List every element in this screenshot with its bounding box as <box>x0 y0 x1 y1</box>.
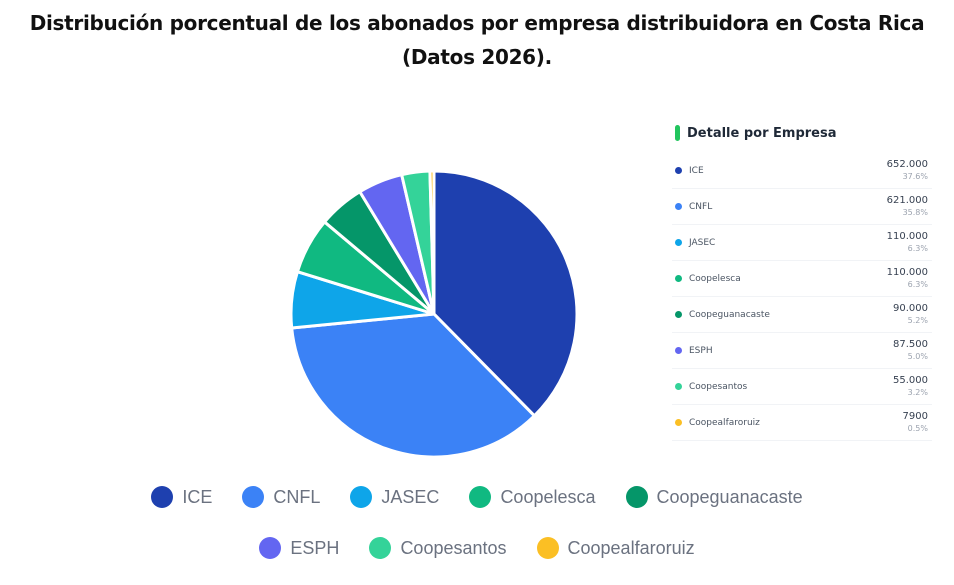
detail-row: CNFL 621.000 35.8% <box>672 189 932 225</box>
detail-row: Coopesantos 55.000 3.2% <box>672 369 932 405</box>
color-dot-icon <box>675 347 682 354</box>
detail-row-name: CNFL <box>689 201 713 212</box>
detail-row-left: Coopealfaroruiz <box>675 418 760 428</box>
detail-row-right: 90.000 5.2% <box>893 302 928 327</box>
detail-row-value: 621.000 <box>886 195 928 206</box>
detail-row-left: Coopeguanacaste <box>675 310 770 320</box>
detail-row-right: 110.000 6.3% <box>887 266 928 291</box>
detail-row: Coopeguanacaste 90.000 5.2% <box>672 297 932 333</box>
detail-row-value: 110.000 <box>886 231 928 242</box>
detail-row-name: ESPH <box>689 345 713 356</box>
legend-item[interactable]: JASEC <box>350 486 439 508</box>
legend-label: Coopealfaroruiz <box>567 537 695 558</box>
detail-row-name: Coopealfaroruiz <box>689 417 760 428</box>
detail-row-name: JASEC <box>689 237 716 248</box>
chart-title-line2: (Datos 2026). <box>402 45 552 69</box>
detail-row-value: 87.500 <box>893 339 928 350</box>
legend-label: JASEC <box>381 486 440 507</box>
detail-row-percentage: 37.6% <box>902 172 928 181</box>
legend-item[interactable]: Coopealfaroruiz <box>536 537 695 559</box>
detail-row-percentage: 5.0% <box>907 352 928 361</box>
color-dot-icon <box>675 239 682 246</box>
detail-row-value: 55.000 <box>893 375 928 386</box>
color-dot-icon <box>675 383 682 390</box>
detail-row-percentage: 3.2% <box>907 388 928 397</box>
detail-row: ESPH 87.500 5.0% <box>672 333 932 369</box>
detail-row: Coopealfaroruiz 7900 0.5% <box>672 405 932 441</box>
pie-chart-svg <box>289 169 579 459</box>
legend-label: ESPH <box>290 537 340 558</box>
legend-color-dot-icon <box>151 486 174 508</box>
detail-panel-header: Detalle por Empresa <box>675 122 934 144</box>
detail-row-left: Coopelesca <box>675 274 741 284</box>
chart-title: Distribución porcentual de los abonados … <box>0 6 954 74</box>
detail-row: Coopelesca 110.000 6.3% <box>672 261 932 297</box>
detail-row-value: 7900 <box>902 411 928 422</box>
legend-item[interactable]: Coopeguanacaste <box>625 486 803 508</box>
legend-color-dot-icon <box>625 486 648 508</box>
detail-panel-title: Detalle por Empresa <box>687 125 837 141</box>
legend-color-dot-icon <box>469 486 492 508</box>
detail-row-percentage: 0.5% <box>907 424 928 433</box>
detail-row-right: 621.000 35.8% <box>887 194 928 219</box>
legend-color-dot-icon <box>369 537 392 559</box>
legend-label: Coopelesca <box>500 486 596 507</box>
legend-item[interactable]: Coopelesca <box>469 486 596 508</box>
detail-row-name: Coopelesca <box>689 273 741 284</box>
detail-row-value: 90.000 <box>893 303 928 314</box>
color-dot-icon <box>675 275 682 282</box>
detail-row-left: Coopesantos <box>675 382 747 392</box>
detail-list: ICE 652.000 37.6% CNFL 621.000 35.8% JASEC 110.… <box>672 153 934 441</box>
legend-item[interactable]: CNFL <box>242 486 320 508</box>
color-dot-icon <box>675 167 682 174</box>
legend-label: Coopeguanacaste <box>656 486 803 507</box>
legend-row-2: ESPH Coopesantos Coopealfaroruiz <box>0 537 954 559</box>
detail-row-right: 110.000 6.3% <box>887 230 928 255</box>
legend-color-dot-icon <box>350 486 373 508</box>
detail-row-percentage: 6.3% <box>907 280 928 289</box>
legend-color-dot-icon <box>536 537 559 559</box>
legend-color-dot-icon <box>242 486 265 508</box>
detail-row-value: 110.000 <box>886 267 928 278</box>
pie-slice-ice[interactable] <box>432 169 579 418</box>
detail-panel: Detalle por Empresa ICE 652.000 37.6% CNFL 6… <box>672 122 934 441</box>
legend-item[interactable]: ICE <box>151 486 212 508</box>
detail-row-left: ESPH <box>675 346 713 356</box>
detail-row-percentage: 35.8% <box>902 208 928 217</box>
legend-color-dot-icon <box>259 537 282 559</box>
detail-row-value: 652.000 <box>886 159 928 170</box>
detail-row-right: 87.500 5.0% <box>893 338 928 363</box>
detail-row-percentage: 5.2% <box>907 316 928 325</box>
detail-row-left: ICE <box>675 166 704 176</box>
color-dot-icon <box>675 419 682 426</box>
detail-row-left: CNFL <box>675 202 712 212</box>
legend-label: ICE <box>182 486 213 507</box>
detail-row-right: 55.000 3.2% <box>893 374 928 399</box>
pie-slice-coopealfaroruiz[interactable] <box>428 169 436 316</box>
detail-row-right: 652.000 37.6% <box>887 158 928 183</box>
color-dot-icon <box>675 311 682 318</box>
legend-row-1: ICE CNFL JASEC Coopelesca Coopeguanacaste <box>0 486 954 508</box>
legend-label: CNFL <box>273 486 321 507</box>
detail-row-left: JASEC <box>675 238 715 248</box>
legend-item[interactable]: ESPH <box>259 537 339 559</box>
detail-row-name: Coopeguanacaste <box>689 309 770 320</box>
detail-row-name: ICE <box>689 165 704 176</box>
chart-title-line1: Distribución porcentual de los abonados … <box>29 11 925 35</box>
detail-row: ICE 652.000 37.6% <box>672 153 932 189</box>
legend-label: Coopesantos <box>400 537 507 558</box>
pie-chart <box>284 164 584 464</box>
detail-row-right: 7900 0.5% <box>903 410 928 435</box>
accent-bar-icon <box>675 125 680 141</box>
pie-slice-cnfl[interactable] <box>290 312 536 459</box>
color-dot-icon <box>675 203 682 210</box>
detail-row: JASEC 110.000 6.3% <box>672 225 932 261</box>
legend-item[interactable]: Coopesantos <box>369 537 507 559</box>
detail-row-name: Coopesantos <box>689 381 748 392</box>
detail-row-percentage: 6.3% <box>907 244 928 253</box>
